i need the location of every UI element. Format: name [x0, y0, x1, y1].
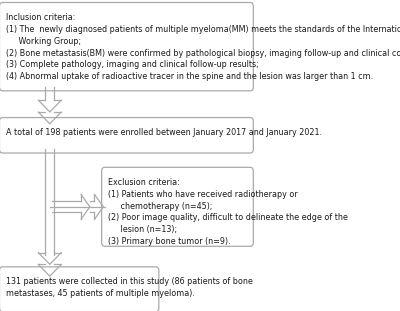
Text: Working Group;: Working Group;	[6, 37, 81, 46]
Text: lesion (n=13);: lesion (n=13);	[108, 225, 177, 234]
FancyBboxPatch shape	[0, 267, 159, 311]
FancyBboxPatch shape	[102, 167, 253, 246]
Text: (3) Complete pathology, imaging and clinical follow-up results;: (3) Complete pathology, imaging and clin…	[6, 60, 259, 69]
Text: Inclusion criteria:: Inclusion criteria:	[6, 13, 75, 22]
Text: (2) Bone metastasis(BM) were confirmed by pathological biopsy, imaging follow-up: (2) Bone metastasis(BM) were confirmed b…	[6, 49, 400, 58]
Text: A total of 198 patients were enrolled between January 2017 and January 2021.: A total of 198 patients were enrolled be…	[6, 128, 322, 137]
FancyBboxPatch shape	[0, 2, 253, 91]
Text: (3) Primary bone tumor (n=9).: (3) Primary bone tumor (n=9).	[108, 237, 231, 246]
FancyBboxPatch shape	[0, 118, 253, 153]
Text: 131 patients were collected in this study (86 patients of bone: 131 patients were collected in this stud…	[6, 277, 253, 286]
Text: (2) Poor image quality, difficult to delineate the edge of the: (2) Poor image quality, difficult to del…	[108, 213, 348, 222]
Text: Exclusion criteria:: Exclusion criteria:	[108, 178, 180, 187]
Text: (1) The  newly diagnosed patients of multiple myeloma(MM) meets the standards of: (1) The newly diagnosed patients of mult…	[6, 25, 400, 34]
Text: metastases, 45 patients of multiple myeloma).: metastases, 45 patients of multiple myel…	[6, 289, 195, 298]
Text: chemotherapy (n=45);: chemotherapy (n=45);	[108, 202, 212, 211]
Text: (1) Patients who have received radiotherapy or: (1) Patients who have received radiother…	[108, 190, 298, 199]
Text: (4) Abnormal uptake of radioactive tracer in the spine and the lesion was larger: (4) Abnormal uptake of radioactive trace…	[6, 72, 373, 81]
